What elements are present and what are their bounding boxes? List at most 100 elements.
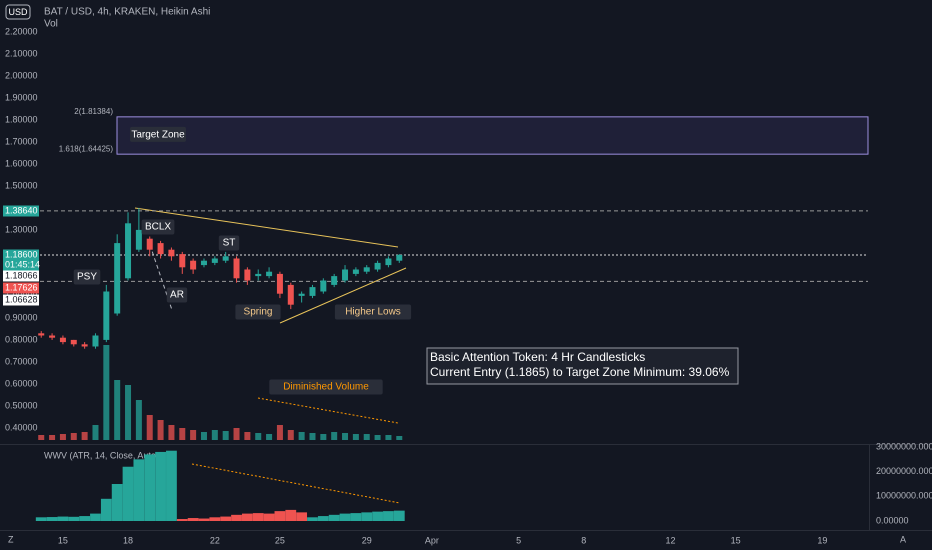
- volume-bar: [233, 428, 240, 440]
- volume-bar: [92, 425, 99, 440]
- auto-scale[interactable]: A: [900, 534, 906, 544]
- candle-body: [222, 256, 229, 261]
- annotation-box: [269, 379, 383, 395]
- volume-bar: [298, 432, 305, 440]
- volume-bar: [146, 415, 153, 440]
- wvv-bar: [372, 511, 383, 521]
- volume-bar: [38, 435, 45, 440]
- annotation: Target Zone: [131, 129, 185, 140]
- annotation-box: [235, 304, 281, 320]
- volume-bar: [125, 385, 132, 440]
- price-tag: [3, 249, 39, 272]
- volume-bar: [342, 433, 349, 440]
- annotation: ST: [223, 238, 236, 249]
- x-tick-label: 15: [58, 535, 68, 545]
- candle-body: [70, 339, 77, 345]
- price-tag: [3, 205, 39, 217]
- candle-body: [244, 269, 251, 281]
- candle-body: [81, 344, 88, 347]
- trend-line-lower: [279, 267, 407, 324]
- info-text: Basic Attention Token: 4 Hr Candlesticks: [430, 350, 645, 364]
- info-box: [426, 347, 739, 385]
- volume-bar: [222, 431, 229, 440]
- annotation-box: [218, 235, 240, 251]
- volume-bar: [244, 432, 251, 440]
- annotation-box: [334, 304, 412, 320]
- fib-label: 2(1.81384): [74, 107, 113, 116]
- candle-body: [92, 335, 99, 347]
- volume-bar: [320, 434, 327, 440]
- wvv-bar: [187, 518, 199, 521]
- candle-body: [190, 260, 197, 270]
- candle-body: [211, 258, 218, 263]
- wvv-bar: [209, 517, 221, 521]
- candle-body: [385, 258, 392, 266]
- x-tick-label: 19: [817, 535, 827, 545]
- y-tick-label: 1.30000: [5, 224, 38, 234]
- wvv-bar: [296, 512, 308, 521]
- candle-body: [157, 243, 164, 255]
- y2-tick-label: 10000000.00000: [876, 491, 932, 501]
- wvv-bar: [220, 516, 232, 521]
- info-text: Current Entry (1.1865) to Target Zone Mi…: [430, 365, 730, 379]
- wvv-trend: [191, 463, 401, 504]
- price-tag-label: 1.38640: [5, 205, 38, 215]
- x-tick-label: Apr: [425, 535, 439, 545]
- candle-body: [38, 333, 45, 336]
- wvv-bar: [263, 513, 275, 521]
- trend-line-upper: [134, 207, 399, 248]
- price-tag: [3, 294, 39, 306]
- candle-body: [342, 269, 349, 281]
- y-tick-label: 1.50000: [5, 180, 38, 190]
- price-tag-label: 1.18600: [5, 249, 38, 259]
- candle-body: [200, 260, 207, 266]
- volume-bar: [396, 436, 403, 440]
- volume-bar: [179, 428, 186, 440]
- annotation: Diminished Volume: [283, 382, 369, 393]
- wvv-bar: [57, 516, 69, 521]
- wvv-bar: [350, 513, 362, 521]
- volume-bar: [276, 425, 283, 440]
- candle-body: [135, 229, 142, 250]
- chart-title: BAT / USD, 4h, KRAKEN, Heikin Ashi: [44, 7, 210, 18]
- wvv-bar: [274, 511, 286, 521]
- wvv-bar: [35, 517, 47, 521]
- currency[interactable]: USD: [8, 7, 28, 17]
- wvv-bar: [122, 466, 134, 521]
- candle-body: [320, 280, 327, 292]
- x-tick-label: 15: [731, 535, 741, 545]
- annotation-box: [130, 126, 186, 142]
- volume-bar: [363, 434, 370, 440]
- y2-tick-label: 0.00000: [876, 515, 909, 525]
- candle-body: [374, 262, 381, 270]
- y-tick-label: 0.90000: [5, 312, 38, 322]
- annotation: Higher Lows: [345, 307, 401, 318]
- wvv-bar: [241, 513, 253, 521]
- volume-bar: [49, 435, 56, 440]
- price-tag-timer: 01:45:14: [5, 259, 40, 269]
- candle-body: [49, 335, 56, 338]
- candle-body: [363, 267, 370, 272]
- volume-bar: [309, 433, 316, 440]
- candle-body: [59, 337, 66, 343]
- fib-label: 1.618(1.64425): [59, 144, 114, 153]
- zoom-icon[interactable]: Z: [8, 534, 14, 544]
- candle-body: [396, 254, 403, 261]
- currency-button[interactable]: [5, 4, 31, 20]
- wvv-bar: [231, 514, 242, 521]
- candle-body: [352, 269, 359, 274]
- y-tick-label: 2.10000: [5, 48, 38, 58]
- annotation-box: [73, 269, 101, 285]
- wvv-bar: [166, 450, 177, 521]
- y-tick-label: 0.80000: [5, 334, 38, 344]
- candle-body: [146, 238, 153, 250]
- volume-bar: [211, 430, 218, 440]
- volume-label: Vol: [44, 19, 58, 30]
- y2-tick-label: 30000000.00000: [876, 441, 932, 451]
- volume-bar: [103, 345, 110, 440]
- candle-body: [233, 258, 240, 279]
- volume-bar: [255, 433, 262, 440]
- volume-bar: [374, 435, 381, 440]
- volume-bar: [352, 434, 359, 440]
- price-tag: [3, 282, 39, 294]
